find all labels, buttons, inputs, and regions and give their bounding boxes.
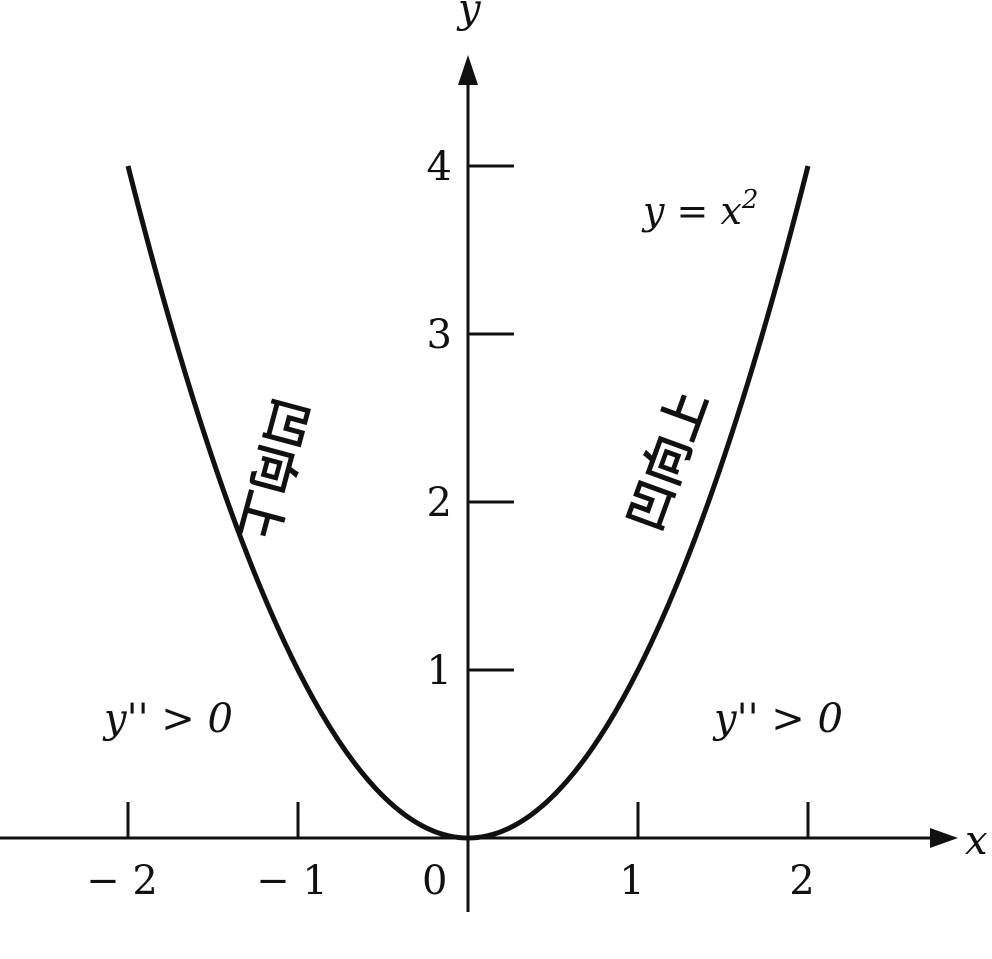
left-condition-label: y'' > 0 <box>102 696 233 742</box>
series-line-parabola <box>125 165 811 841</box>
x-tick-label: − 2 <box>86 858 158 904</box>
y-tick-label: 4 <box>427 144 452 190</box>
origin-label: 0 <box>422 858 447 904</box>
y-axis-arrowhead <box>458 55 478 85</box>
x-tick-label: 2 <box>789 858 814 904</box>
x-tick-label: 1 <box>619 858 644 904</box>
left-concavity-annotation: 凹向上 <box>228 392 319 546</box>
x-tick-label: − 1 <box>256 858 328 904</box>
y-tick-label: 3 <box>427 312 452 358</box>
y-tick-label: 1 <box>427 648 452 694</box>
x-axis-label: x <box>965 818 988 864</box>
equation-label: y = x2 <box>641 185 758 233</box>
tick-labels: − 2 − 1 1 2 1 2 3 4 <box>86 144 815 904</box>
axes <box>0 55 958 912</box>
right-condition-label: y'' > 0 <box>712 696 843 742</box>
x-axis-arrowhead <box>930 828 958 848</box>
y-axis-label: y <box>456 0 482 32</box>
y-tick-label: 2 <box>427 480 452 526</box>
equation-exponent: 2 <box>741 185 759 215</box>
ticks <box>126 164 810 838</box>
equation-base: y = x <box>641 189 742 233</box>
